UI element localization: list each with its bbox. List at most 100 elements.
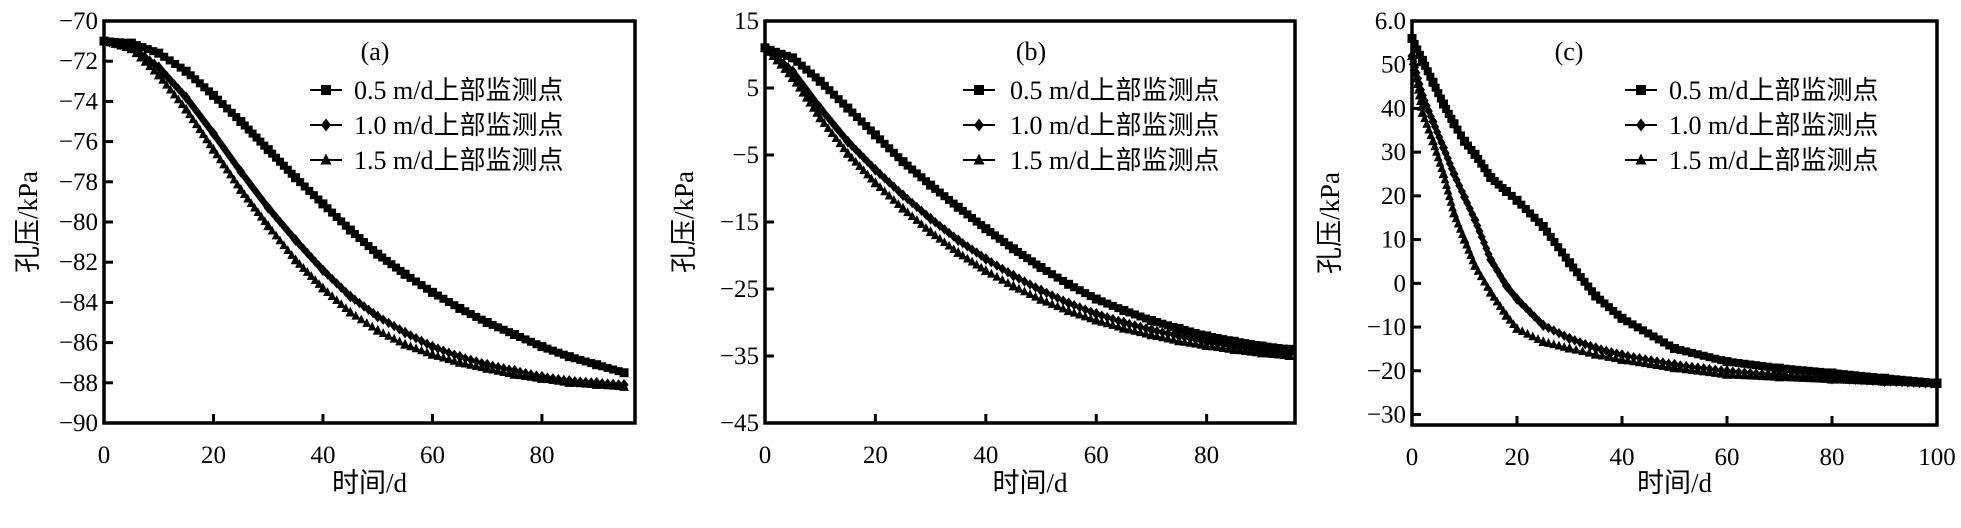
data-point-fill	[889, 194, 899, 204]
data-point-fill	[132, 41, 141, 50]
data-point-fill	[422, 284, 431, 293]
data-point	[318, 199, 328, 209]
data-point-fill	[1665, 341, 1674, 350]
y-tick-label: 30	[1381, 139, 1406, 166]
plot-frame	[1410, 19, 1939, 427]
data-point	[815, 76, 825, 86]
y-tick-label: −86	[59, 330, 98, 357]
data-point-fill	[1213, 334, 1222, 343]
data-point	[1538, 221, 1548, 231]
data-point-fill	[608, 380, 618, 390]
data-point-fill	[1751, 370, 1761, 380]
data-point-fill	[894, 153, 903, 162]
data-point-fill	[1480, 164, 1489, 173]
data-point-fill	[819, 118, 829, 127]
data-point-fill	[369, 246, 378, 255]
data-point-fill	[1219, 335, 1228, 344]
data-point	[400, 338, 411, 349]
x-tick-label: 20	[201, 442, 226, 469]
y-tick-label: −80	[59, 209, 98, 236]
data-point-fill	[1644, 329, 1653, 338]
data-point-fill	[218, 100, 227, 109]
data-point-fill	[1856, 375, 1866, 385]
data-point-fill	[1483, 168, 1492, 177]
data-point-fill	[1164, 321, 1173, 330]
x-tick-label: 60	[1715, 444, 1740, 471]
data-point-fill	[1652, 360, 1662, 369]
data-point-fill	[417, 281, 426, 290]
data-point-fill	[1584, 282, 1593, 291]
x-tick-label: 80	[1820, 444, 1845, 471]
data-point-fill	[1224, 336, 1233, 345]
data-point-fill	[851, 156, 861, 166]
data-point-fill	[1152, 325, 1161, 337]
data-point-fill	[260, 198, 269, 209]
data-point-fill	[460, 358, 470, 368]
data-point-fill	[1480, 276, 1489, 286]
data-point-fill	[958, 206, 967, 215]
data-point-fill	[1474, 154, 1483, 163]
data-point	[619, 380, 630, 391]
data-point-fill	[1476, 271, 1486, 281]
data-point-fill	[1158, 327, 1167, 338]
data-point-fill	[1604, 352, 1614, 361]
data-point-fill	[336, 299, 346, 309]
y-tick-label: −90	[59, 410, 98, 437]
data-point	[1827, 373, 1837, 384]
data-point-fill	[768, 51, 778, 61]
data-point-fill	[1047, 299, 1057, 308]
data-point-fill	[1136, 321, 1145, 333]
data-point-fill	[1623, 355, 1633, 365]
data-point-fill	[176, 63, 185, 72]
legend-marker-square	[1636, 85, 1646, 95]
data-point	[236, 117, 246, 126]
data-point-fill	[275, 157, 284, 166]
data-point-fill	[793, 57, 802, 66]
data-point	[926, 180, 936, 190]
data-point-fill	[1070, 283, 1079, 292]
data-point	[1502, 280, 1511, 292]
data-point-fill	[214, 95, 223, 104]
data-point-fill	[912, 215, 922, 224]
data-point-fill	[1191, 328, 1200, 337]
data-point-fill	[149, 65, 159, 75]
data-point-fill	[150, 58, 159, 70]
data-point-fill	[439, 352, 448, 362]
data-point-fill	[1025, 289, 1035, 298]
data-point	[1174, 324, 1184, 334]
data-point-fill	[1003, 278, 1013, 287]
data-point-fill	[1445, 191, 1454, 201]
data-point-fill	[131, 48, 141, 58]
data-point-fill	[1816, 367, 1825, 376]
data-point-fill	[795, 82, 804, 92]
data-point-fill	[827, 128, 837, 137]
data-point-fill	[1213, 342, 1223, 352]
data-point-fill	[205, 139, 215, 149]
data-point-fill	[406, 273, 415, 282]
data-point-fill	[867, 173, 876, 183]
data-point-fill	[1097, 310, 1106, 321]
data-point-fill	[1646, 359, 1656, 369]
x-tick-label: 40	[310, 442, 335, 469]
data-point-fill	[857, 117, 866, 126]
data-point-fill	[1717, 356, 1726, 365]
data-point-fill	[992, 260, 1001, 271]
data-point	[953, 202, 963, 212]
data-point-fill	[1141, 314, 1150, 323]
x-tick-label: 0	[759, 442, 772, 469]
data-point	[981, 224, 991, 234]
data-point	[787, 72, 798, 82]
data-point-fill	[337, 217, 346, 226]
y-tick-label: −76	[59, 129, 98, 156]
data-point-fill	[986, 268, 996, 278]
data-point	[1538, 336, 1549, 346]
data-point-fill	[1716, 368, 1726, 378]
data-point-fill	[940, 237, 949, 247]
data-point-fill	[1246, 346, 1256, 356]
data-point-fill	[494, 323, 503, 332]
data-point-fill	[930, 230, 940, 240]
data-point-fill	[554, 348, 563, 357]
data-point-fill	[493, 365, 503, 375]
data-point-fill	[614, 367, 623, 376]
